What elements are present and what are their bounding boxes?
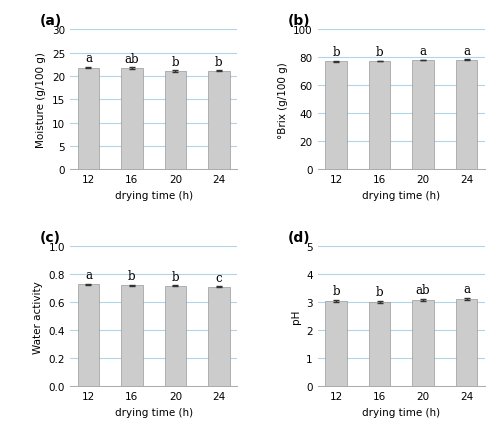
- Text: a: a: [85, 269, 92, 282]
- Text: a: a: [420, 45, 426, 58]
- Y-axis label: pH: pH: [290, 309, 300, 324]
- Text: b: b: [376, 286, 384, 299]
- Bar: [121, 69, 143, 170]
- Text: a: a: [85, 53, 92, 65]
- Bar: [121, 286, 143, 386]
- Text: b: b: [172, 56, 179, 69]
- Bar: [368, 302, 390, 386]
- Text: (d): (d): [288, 230, 310, 244]
- Text: c: c: [216, 271, 222, 284]
- Text: b: b: [172, 270, 179, 283]
- Text: ab: ab: [124, 53, 139, 66]
- Bar: [326, 62, 347, 170]
- Text: (c): (c): [40, 230, 61, 244]
- Text: ab: ab: [416, 284, 430, 297]
- Bar: [368, 62, 390, 170]
- Text: a: a: [463, 45, 470, 58]
- Bar: [326, 301, 347, 386]
- Bar: [412, 300, 434, 386]
- Bar: [78, 69, 100, 170]
- X-axis label: drying time (h): drying time (h): [114, 407, 192, 417]
- Y-axis label: °Brix (g/100 g): °Brix (g/100 g): [278, 62, 287, 138]
- Text: b: b: [215, 56, 222, 69]
- X-axis label: drying time (h): drying time (h): [362, 407, 440, 417]
- Y-axis label: Moisture (g/100 g): Moisture (g/100 g): [36, 53, 46, 148]
- Text: b: b: [128, 270, 136, 283]
- X-axis label: drying time (h): drying time (h): [114, 191, 192, 200]
- Bar: [208, 72, 230, 170]
- Bar: [412, 61, 434, 170]
- Text: b: b: [376, 46, 384, 59]
- Text: a: a: [463, 283, 470, 296]
- Text: (a): (a): [40, 14, 62, 28]
- Bar: [164, 72, 186, 170]
- Bar: [78, 285, 100, 386]
- Text: b: b: [332, 285, 340, 297]
- Y-axis label: Water activity: Water activity: [33, 280, 43, 353]
- Bar: [164, 286, 186, 386]
- Text: (b): (b): [288, 14, 310, 28]
- Bar: [456, 299, 477, 386]
- Bar: [456, 60, 477, 170]
- Bar: [208, 287, 230, 386]
- Text: b: b: [332, 46, 340, 59]
- X-axis label: drying time (h): drying time (h): [362, 191, 440, 200]
